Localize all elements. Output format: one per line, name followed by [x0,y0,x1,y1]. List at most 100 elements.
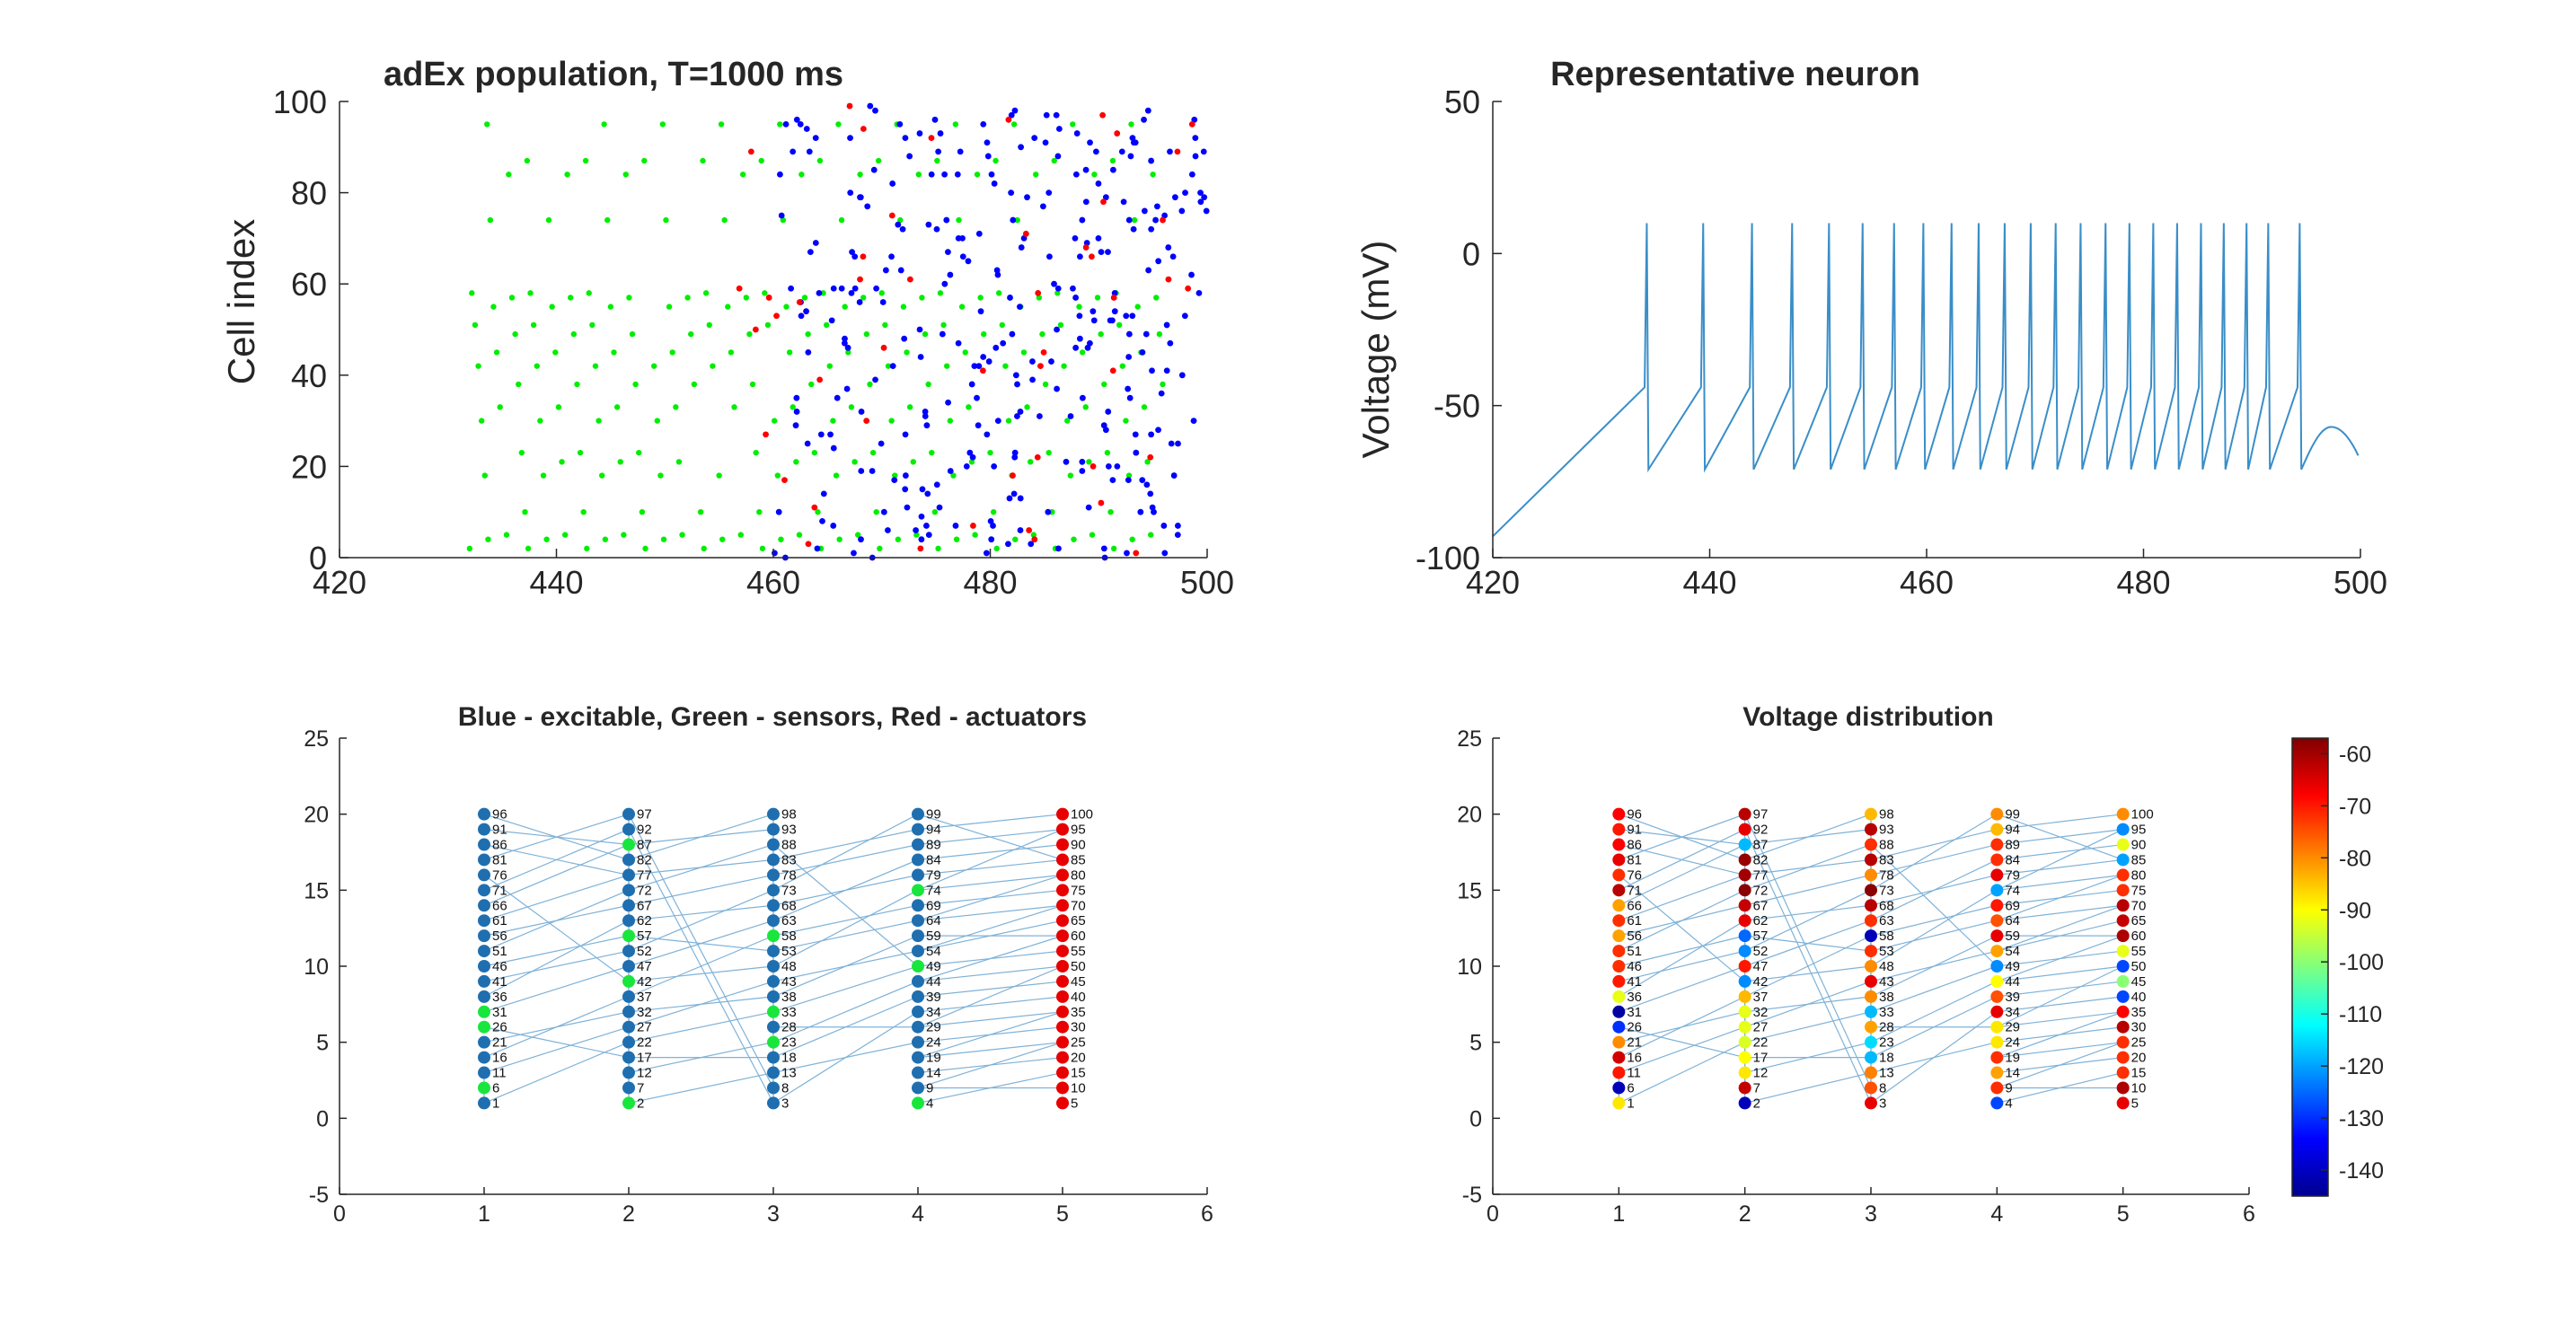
network-node [767,884,780,897]
excitable-spike [902,431,909,438]
actuator-spike [1110,295,1117,301]
excitable-spike [807,249,814,256]
network-node-label: 7 [637,1080,644,1096]
network-edge [917,965,1063,982]
voltage-node [2116,1020,2130,1034]
voltage-node [2116,945,2130,958]
excitable-spike [1048,358,1054,365]
voltage-node [1865,1051,1877,1064]
network-node [478,914,490,928]
excitable-spike [841,339,848,347]
voltage-node [1612,884,1626,897]
voltage-xtick-label: 1 [1612,1201,1625,1227]
sensor-spike [972,532,978,538]
voltage-edge [1997,935,2123,982]
voltage-edge [1870,981,1998,1043]
voltage-node [1612,1005,1626,1018]
excitable-spike [1083,240,1090,246]
voltage-node [1738,914,1751,928]
network-ytick-label: 20 [304,803,329,828]
excitable-spike [1055,545,1062,552]
voltage-node [2116,807,2130,821]
network-node-label: 65 [1071,913,1086,929]
voltage-node-label: 52 [1753,944,1769,959]
network-node [622,899,635,912]
sensor-spike [1160,381,1166,388]
network-node-label: 68 [781,898,797,913]
network-node-label: 74 [926,883,941,898]
voltage-node [1612,899,1626,912]
voltage-edge [1870,874,1998,906]
voltage-node [1738,899,1751,912]
sensor-spike [1061,363,1067,369]
voltage-node-label: 90 [2131,838,2147,853]
voltage-node [1865,960,1877,973]
voltage-node [1865,868,1877,882]
voltage-node-label: 38 [1879,990,1894,1005]
voltage-edge [1619,874,1745,921]
sensor-spike [1082,404,1089,410]
network-node-label: 92 [637,823,652,838]
network-node [478,868,490,882]
excitable-spike [1175,523,1181,529]
network-edge [772,950,919,982]
sensor-spike [833,472,840,479]
neuron-xtick-label: 440 [1682,564,1736,601]
network-ytick-label: 15 [304,878,329,903]
voltage-node-label: 89 [2005,838,2020,853]
network-node [478,1066,490,1079]
sensor-spike [721,216,728,224]
voltage-node [1990,974,2004,988]
network-node-label: 53 [781,944,797,959]
network-node [478,884,490,897]
voltage-node [1612,1066,1626,1079]
actuator-spike [811,504,818,511]
excitable-spike [1181,312,1188,320]
excitable-spike [1129,312,1136,320]
network-node [622,945,635,958]
sensor-spike [739,172,746,178]
excitable-spike [902,135,909,142]
network-node [912,899,924,912]
network-node [478,1081,490,1095]
excitable-spike [1017,409,1024,415]
voltage-edge [1997,904,2123,952]
excitable-spike [793,116,800,123]
sensor-spike [487,216,494,224]
network-node-label: 87 [637,838,652,853]
sensor-spike [863,330,870,338]
voltage-node-label: 7 [1753,1080,1760,1096]
voltage-node-label: 29 [2005,1020,2020,1035]
voltage-node [1738,823,1751,836]
excitable-spike [991,180,998,187]
excitable-spike [1031,135,1038,142]
sensor-spike [811,449,818,456]
excitable-spike [904,504,911,511]
voltage-node-label: 74 [2005,883,2020,898]
voltage-node-label: 75 [2131,883,2147,898]
voltage-trace-line [1492,223,2360,538]
network-node-label: 58 [781,929,797,944]
excitable-spike [947,271,954,278]
sensor-spike [836,536,842,542]
voltage-edge [1997,843,2123,861]
sensor-spike [617,459,623,465]
voltage-node-label: 10 [2131,1080,2147,1096]
sensor-spike [1134,304,1141,310]
voltage-node [1990,823,2004,836]
voltage-node-label: 95 [2131,823,2147,838]
excitable-spike [849,249,855,256]
sensor-spike [798,172,805,178]
actuator-spike [765,295,772,301]
sensor-spike [925,381,931,388]
network-edge [917,843,1063,861]
voltage-edge [1870,844,1998,967]
voltage-ytick-label: 0 [1469,1106,1482,1131]
actuator-spike [979,367,986,374]
sensor-spike [1104,449,1111,456]
network-node-label: 76 [492,867,507,883]
excitable-spike [933,225,940,233]
voltage-node [1865,1035,1877,1049]
excitable-spike [1132,139,1139,146]
sensor-spike [1079,349,1086,356]
